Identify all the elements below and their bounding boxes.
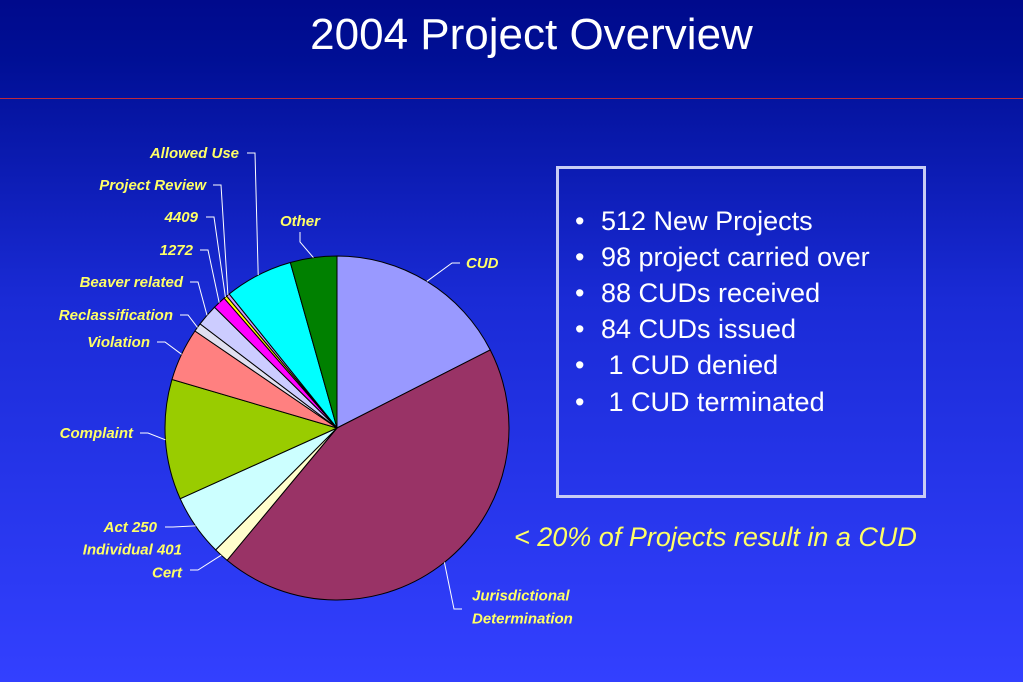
leader-line — [200, 249, 220, 303]
slice-label: Violation — [87, 334, 150, 351]
leader-line — [206, 216, 226, 298]
pie-slice — [164, 378, 339, 500]
slice-label: CUD — [466, 255, 499, 272]
leader-line — [299, 232, 314, 258]
bullet-item: • 84 CUDs issued — [575, 314, 797, 345]
slice-label: 1272 — [160, 242, 194, 259]
summary-box: • 512 New Projects • 98 project carried ov… — [556, 166, 926, 498]
pie-slice — [226, 349, 510, 601]
slice-label: Beaver related — [80, 274, 184, 291]
slice-label: Individual 401 Cert — [83, 542, 183, 582]
title-divider — [0, 98, 1023, 99]
bullet-item: • 512 New Projects — [575, 205, 813, 236]
leader-line — [190, 554, 222, 571]
leader-line — [247, 152, 259, 276]
bullet-item: • 1 CUD denied — [575, 350, 779, 381]
slice-label: Other — [280, 213, 321, 230]
slice-label: 4409 — [164, 209, 199, 226]
leader-line — [180, 314, 198, 328]
leader-line — [157, 341, 182, 355]
bullet-item: • 98 project carried over — [575, 241, 870, 272]
bullet-item: • 1 CUD terminated — [575, 386, 825, 417]
bullet-item: • 88 CUDs received — [575, 277, 821, 308]
leader-line — [213, 184, 229, 296]
leader-line — [165, 525, 196, 528]
slice-label: Complaint — [60, 425, 134, 442]
slice-label: Allowed Use — [149, 145, 239, 162]
slice-label: Jurisdictional Determination — [472, 588, 573, 628]
leader-line — [443, 562, 462, 610]
cud-note: < 20% of Projects result in a CUD — [514, 522, 917, 552]
leader-line — [426, 262, 460, 282]
slice-label: Act 250 — [103, 519, 158, 536]
pie-slice — [336, 255, 491, 429]
leader-line — [190, 281, 208, 316]
slice-label: Reclassification — [59, 307, 173, 324]
pie-slice — [289, 255, 338, 429]
slice-label: Project Review — [99, 177, 207, 194]
leader-line — [140, 432, 166, 441]
page-title: 2004 Project Overview — [310, 10, 753, 59]
